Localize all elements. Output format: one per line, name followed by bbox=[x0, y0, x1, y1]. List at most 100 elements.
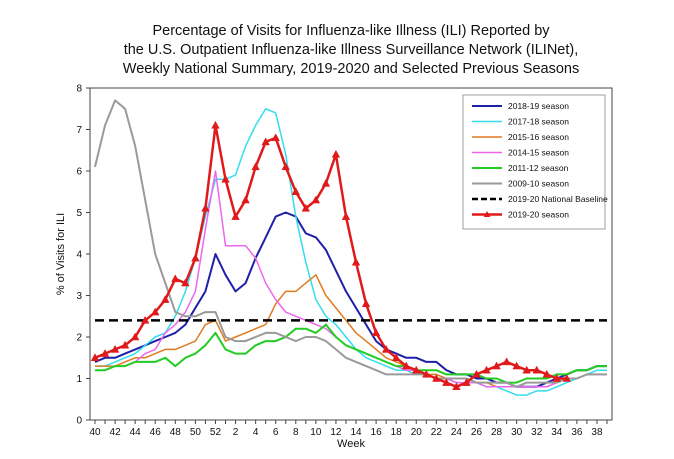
x-tick-label: 46 bbox=[150, 427, 162, 438]
series-layer bbox=[90, 99, 607, 396]
legend: 2018-19 season 2017-18 season 2015-16 seas… bbox=[462, 94, 608, 230]
x-axis-label: Week bbox=[337, 438, 365, 450]
series-point bbox=[311, 195, 321, 204]
series-point bbox=[181, 278, 190, 287]
legend-label: 2014-15 season bbox=[508, 148, 569, 158]
series-point bbox=[90, 353, 100, 361]
series-point bbox=[401, 361, 411, 370]
series-line bbox=[95, 323, 607, 384]
series-point bbox=[100, 349, 110, 357]
series-point bbox=[191, 253, 200, 262]
series-point bbox=[271, 133, 280, 142]
legend-entry: 2009-10 season bbox=[472, 179, 569, 189]
series-point bbox=[552, 373, 562, 382]
series-point bbox=[361, 299, 371, 308]
series-point bbox=[130, 332, 140, 341]
legend-entry: 2019-20 season bbox=[472, 210, 569, 220]
x-tick-label: 36 bbox=[571, 427, 583, 438]
series-point bbox=[321, 178, 331, 187]
series-point bbox=[371, 328, 381, 337]
series-2017-18-season bbox=[95, 108, 607, 396]
x-tick-label: 4 bbox=[253, 427, 259, 438]
legend-box bbox=[462, 94, 606, 230]
x-tick-label: 48 bbox=[170, 427, 182, 438]
legend-label: 2018-19 season bbox=[508, 101, 569, 111]
series-point bbox=[241, 195, 250, 204]
chart-title: Percentage of Visits for Influenza-like … bbox=[123, 23, 579, 77]
x-tick-label: 18 bbox=[391, 427, 403, 438]
legend-label: 2019-20 season bbox=[508, 210, 569, 220]
x-tick-label: 32 bbox=[531, 427, 543, 438]
legend-label: 2019-20 National Baseline bbox=[508, 194, 608, 204]
series-point bbox=[110, 344, 120, 353]
y-tick-label: 4 bbox=[76, 250, 82, 261]
legend-entry: 2017-18 season bbox=[472, 117, 569, 127]
x-tick-label: 30 bbox=[511, 427, 523, 438]
series-point bbox=[331, 149, 341, 158]
series-point bbox=[151, 307, 160, 316]
series-point bbox=[281, 162, 290, 171]
series-point bbox=[391, 353, 401, 361]
x-tick-label: 40 bbox=[89, 427, 101, 438]
x-tick-label: 20 bbox=[411, 427, 423, 438]
series-point bbox=[221, 174, 230, 183]
series-point bbox=[522, 365, 531, 374]
series-point bbox=[201, 203, 210, 212]
x-tick-label: 22 bbox=[431, 427, 443, 438]
legend-label: 2015-16 season bbox=[508, 132, 569, 142]
series-point bbox=[351, 257, 361, 266]
x-tick-label: 52 bbox=[210, 427, 222, 438]
y-tick-label: 8 bbox=[76, 84, 82, 95]
series-point bbox=[482, 365, 491, 374]
series-point bbox=[381, 344, 391, 353]
legend-label: 2009-10 season bbox=[508, 179, 569, 189]
x-tick-label: 16 bbox=[371, 427, 383, 438]
x-tick-label: 14 bbox=[350, 427, 362, 438]
series-point bbox=[171, 274, 180, 283]
x-tick-label: 28 bbox=[491, 427, 503, 438]
series-point bbox=[161, 295, 170, 303]
y-tick-label: 1 bbox=[76, 374, 82, 385]
x-tick-label: 2 bbox=[233, 427, 239, 438]
y-axis-label: % of Visits for ILI bbox=[55, 213, 67, 295]
series-line bbox=[95, 108, 607, 396]
legend-marker bbox=[483, 211, 491, 217]
y-axis: 0 1 2 3 4 5 6 7 8 bbox=[76, 84, 90, 427]
x-tick-label: 12 bbox=[330, 427, 342, 438]
x-tick-label: 42 bbox=[110, 427, 122, 438]
series-point bbox=[261, 137, 270, 146]
series-point bbox=[422, 369, 431, 378]
legend-entry: 2018-19 season bbox=[472, 101, 569, 111]
series-point bbox=[291, 187, 301, 195]
series-point bbox=[251, 162, 260, 171]
series-2011-12-season bbox=[95, 323, 607, 384]
series-point bbox=[432, 373, 441, 382]
y-tick-label: 3 bbox=[76, 291, 82, 302]
x-tick-label: 50 bbox=[190, 427, 202, 438]
series-point bbox=[412, 365, 421, 374]
legend-label: 2011-12 season bbox=[508, 163, 569, 173]
series-point bbox=[211, 120, 220, 129]
legend-entry: 2019-20 National Baseline bbox=[472, 194, 608, 204]
series-point bbox=[512, 361, 521, 370]
series-point bbox=[462, 378, 471, 386]
series-point bbox=[452, 382, 461, 391]
legend-entry: 2014-15 season bbox=[472, 148, 569, 158]
y-tick-label: 6 bbox=[76, 167, 82, 178]
y-tick-label: 5 bbox=[76, 208, 82, 219]
y-tick-label: 2 bbox=[76, 333, 82, 344]
series-line bbox=[94, 99, 607, 388]
chart-title-line-2: the U.S. Outpatient Influenza-like Illne… bbox=[124, 42, 579, 58]
series-point bbox=[140, 315, 150, 324]
series-point bbox=[472, 369, 481, 378]
series-point bbox=[492, 361, 501, 370]
series-point bbox=[120, 340, 130, 349]
x-tick-label: 8 bbox=[293, 427, 299, 438]
x-tick-label: 6 bbox=[273, 427, 279, 438]
x-axis: 40 42 44 46 48 50 52 2 4 6 8 10 12 14 16 18 20 22 24 26 28 30… bbox=[89, 420, 608, 438]
y-tick-label: 0 bbox=[76, 416, 82, 427]
series-2009-10-season bbox=[94, 99, 607, 388]
series-point bbox=[532, 365, 541, 374]
series-point bbox=[301, 203, 311, 212]
